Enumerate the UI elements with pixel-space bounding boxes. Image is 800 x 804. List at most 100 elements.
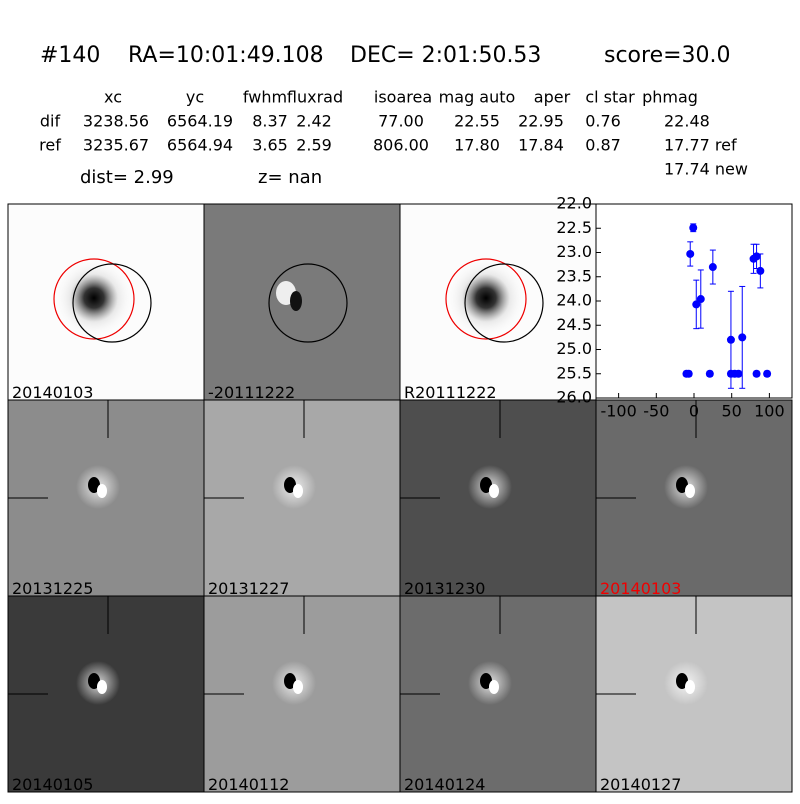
point [752,369,761,378]
y-tick-label: 23.5 [556,266,592,285]
table-cell: 22.95 [518,112,564,131]
column-header: fluxrad [287,88,343,107]
candidate-id: #140 [40,43,100,68]
y-tick-label: 26.0 [556,388,592,407]
stamp [203,203,401,401]
stamp-label: 20140127 [600,775,681,794]
phmag-new: 17.74 new [664,160,748,179]
point [692,300,701,309]
dipole-dark [676,673,688,689]
table-cell: 22.55 [454,112,500,131]
ra: RA=10:01:49.108 [128,43,324,68]
dipole-bright [685,484,695,498]
ref-circle [53,258,135,340]
table-cell: dif [40,112,61,131]
y-tick-label: 22.0 [556,194,592,213]
point [684,369,693,378]
source-blob [54,258,134,338]
point [726,335,735,344]
dipole-dark [480,477,492,493]
dipole-dark [480,673,492,689]
new-circle [268,263,348,343]
dist: dist= 2.99 [80,167,174,188]
dipole-dark [88,477,100,493]
point [734,369,743,378]
stamp-label: 20140124 [404,775,485,794]
table-cell: 17.84 [518,136,564,155]
column-header: aper [534,88,571,107]
dipole-bright [489,680,499,694]
table-cell: 3235.67 [83,136,149,155]
x-tick-label: 100 [754,402,785,421]
stamp-label: 20140105 [12,775,93,794]
stamp-label: 20140103 [600,579,681,598]
dipole-dark [284,673,296,689]
table-cell: 77.00 [378,112,424,131]
column-header: cl star [585,88,635,107]
x-tick-label: 0 [689,402,699,421]
dipole-bright [293,680,303,694]
y-tick-label: 22.5 [556,218,592,237]
table-cell: 8.37 [252,112,288,131]
table-cell: 2.59 [296,136,332,155]
y-tick-label: 23.0 [556,242,592,261]
x-tick-label: -50 [643,402,669,421]
stamp-label: 20131225 [12,579,93,598]
source-blob [446,258,526,338]
table-cell: 2.42 [296,112,332,131]
dipole-bright [685,680,695,694]
x-tick-label: 50 [722,402,742,421]
stamp-label: 20131227 [208,579,289,598]
stamp-label: R20111222 [404,383,497,402]
table-cell: 17.80 [454,136,500,155]
dipole-dark [290,291,302,311]
table-cell: 22.48 [664,112,710,131]
point [696,295,705,304]
column-header: yc [186,88,204,107]
new-circle [464,263,544,343]
dipole-bright [97,484,107,498]
y-tick-label: 25.0 [556,339,592,358]
point [763,369,772,378]
y-tick-label: 25.5 [556,363,592,382]
dipole-bright [97,680,107,694]
table-cell: 0.76 [585,112,621,131]
y-tick-label: 24.5 [556,315,592,334]
table-cell: 806.00 [373,136,429,155]
y-tick-label: 24.0 [556,291,592,310]
table-cell: 17.77 ref [664,136,737,155]
table-cell: 3.65 [252,136,288,155]
point [738,333,747,342]
table-cell: ref [39,136,61,155]
table-cell: 3238.56 [83,112,149,131]
table-cell: 0.87 [585,136,621,155]
dipole-bright [293,484,303,498]
stamp-label: 20131230 [404,579,485,598]
point [756,266,765,275]
redshift: z= nan [258,167,322,188]
point [708,263,717,272]
stamp-label: 20140112 [208,775,289,794]
column-header: phmag [642,88,698,107]
point [689,223,698,232]
dipole-dark [88,673,100,689]
dec: DEC= 2:01:50.53 [350,43,541,68]
x-tick-label: -100 [600,402,636,421]
table-cell: 6564.94 [167,136,233,155]
dipole-dark [284,477,296,493]
score: score=30.0 [604,43,731,68]
point [686,249,695,258]
stamp-label: -20111222 [208,383,295,402]
point [705,369,714,378]
column-header: mag auto [439,88,516,107]
stamp-label: 20140103 [12,383,93,402]
ref-circle [445,258,527,340]
plot-area [595,203,793,399]
column-header: isoarea [374,88,432,107]
new-circle [72,263,152,343]
dipole-bright [489,484,499,498]
table-cell: 6564.19 [167,112,233,131]
column-header: xc [104,88,122,107]
column-header: fwhm [243,88,287,107]
